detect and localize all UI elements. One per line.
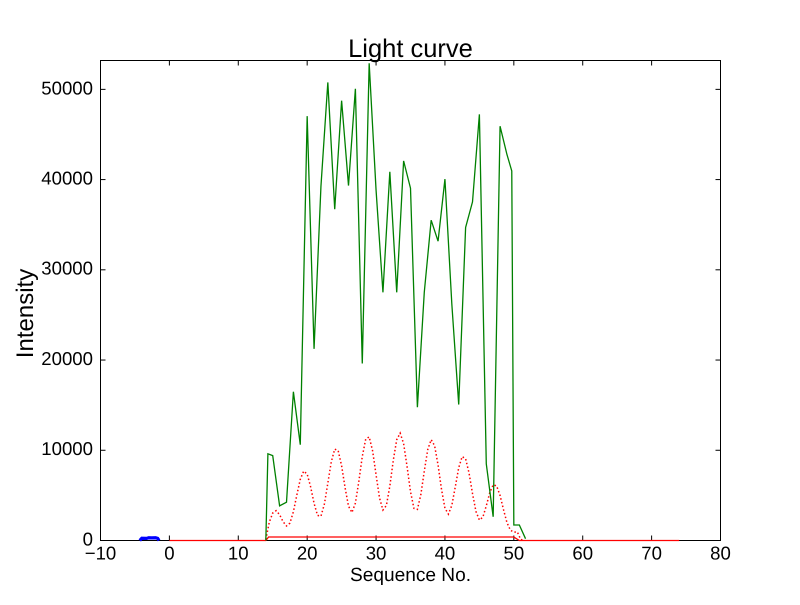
svg-text:70: 70: [641, 543, 662, 564]
svg-text:30: 30: [366, 543, 387, 564]
svg-text:Intensity: Intensity: [12, 269, 39, 358]
svg-text:60: 60: [572, 543, 593, 564]
svg-text:50: 50: [503, 543, 524, 564]
svg-text:10000: 10000: [41, 438, 93, 459]
svg-text:40000: 40000: [41, 167, 93, 188]
svg-text:Light curve: Light curve: [348, 35, 473, 63]
svg-text:0: 0: [83, 528, 93, 549]
svg-text:Sequence No.: Sequence No.: [350, 565, 471, 586]
svg-text:20: 20: [297, 543, 318, 564]
svg-text:10: 10: [228, 543, 249, 564]
svg-text:40: 40: [435, 543, 456, 564]
svg-text:0: 0: [164, 543, 174, 564]
svg-text:50000: 50000: [41, 77, 93, 98]
svg-text:30000: 30000: [41, 258, 93, 279]
svg-text:20000: 20000: [41, 348, 93, 369]
svg-text:80: 80: [710, 543, 731, 564]
